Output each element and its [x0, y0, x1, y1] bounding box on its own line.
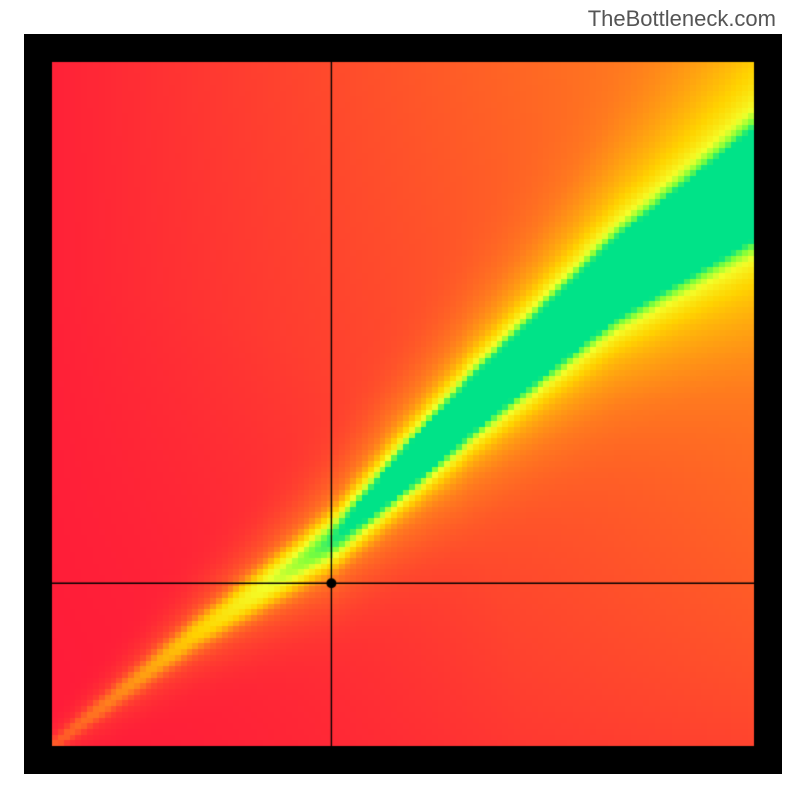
bottleneck-heatmap [24, 34, 782, 774]
watermark-text: TheBottleneck.com [588, 6, 776, 32]
root: TheBottleneck.com [0, 0, 800, 800]
